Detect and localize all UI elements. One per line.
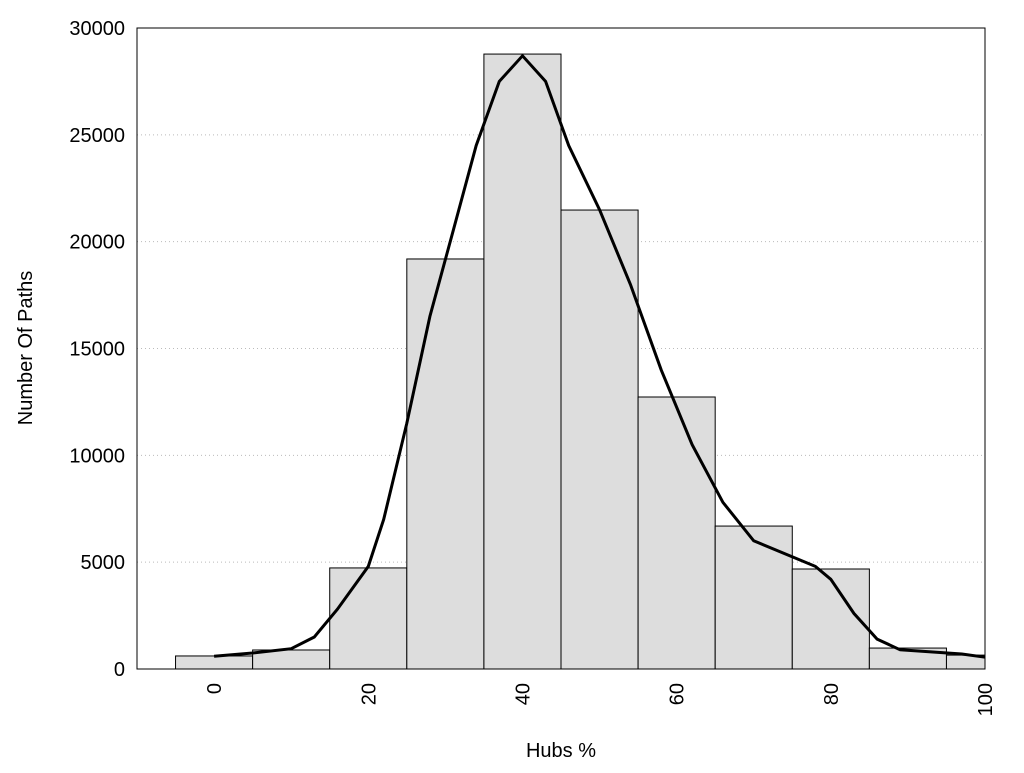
bar-0	[175, 655, 254, 670]
y-tick-label: 15000	[69, 339, 125, 361]
y-tick-label: 0	[114, 659, 125, 681]
y-tick-labels: 0 5000 10000 15000 20000 25000 30000	[69, 18, 125, 681]
bar-20	[329, 567, 408, 670]
x-tick-labels: 0 20 40 60 80 100	[204, 683, 997, 716]
y-tick-label: 5000	[81, 552, 126, 574]
x-tick-label: 100	[975, 683, 997, 716]
x-tick-label: 40	[512, 683, 534, 705]
bar-40	[483, 53, 562, 670]
y-axis-label: Number Of Paths	[15, 271, 37, 426]
y-tick-label: 25000	[69, 125, 125, 147]
x-tick-label: 0	[204, 683, 226, 694]
bar-80	[791, 568, 870, 670]
bars	[175, 53, 986, 670]
x-tick-label: 60	[667, 683, 689, 705]
y-tick-label: 30000	[69, 18, 125, 40]
y-tick-label: 10000	[69, 445, 125, 467]
y-tick-label: 20000	[69, 232, 125, 254]
density-curve	[213, 53, 986, 659]
bar-50	[560, 209, 639, 670]
x-tick-label: 20	[358, 683, 380, 705]
x-tick-label: 80	[821, 683, 843, 705]
plot-frame	[136, 27, 986, 670]
bar-30	[406, 258, 485, 670]
bar-60	[637, 396, 716, 670]
x-axis-label: Hubs %	[526, 740, 596, 762]
bar-70	[714, 525, 793, 670]
